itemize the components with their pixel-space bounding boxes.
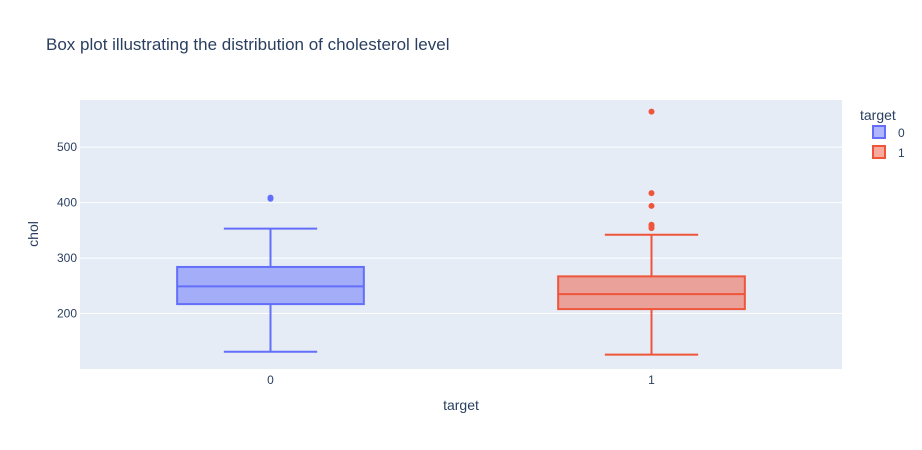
- box-group-0: [176, 194, 365, 353]
- x-axis-label: target: [443, 397, 479, 413]
- outlier-point-0-1: [267, 194, 274, 201]
- y-axis-label: chol: [25, 221, 41, 247]
- y-tick-label-500: 500: [57, 140, 77, 154]
- x-tick-label-1: 1: [648, 373, 655, 387]
- legend: target 0 1: [860, 107, 905, 160]
- legend-label-0: 0: [898, 126, 905, 140]
- outlier-point-1-3: [648, 202, 655, 209]
- y-tick-label-300: 300: [57, 251, 77, 265]
- iqr-box-1: [557, 275, 746, 311]
- chart-title: Box plot illustrating the distribution o…: [46, 35, 450, 54]
- y-tick-label-200: 200: [57, 307, 77, 321]
- boxes: [176, 108, 746, 356]
- box-group-1: [557, 108, 746, 356]
- outlier-point-1-2: [648, 221, 655, 228]
- y-axis-ticks: 200 300 400 500: [57, 140, 77, 320]
- outlier-point-1-4: [648, 190, 655, 197]
- gridlines: [80, 146, 842, 315]
- legend-label-1: 1: [898, 146, 905, 160]
- x-tick-label-0: 0: [267, 373, 274, 387]
- plot-area: [80, 100, 842, 369]
- outlier-point-1-5: [648, 108, 655, 115]
- legend-swatch-0: [872, 125, 886, 139]
- legend-swatch-1: [872, 145, 886, 159]
- legend-title: target: [860, 107, 896, 123]
- y-tick-label-400: 400: [57, 196, 77, 210]
